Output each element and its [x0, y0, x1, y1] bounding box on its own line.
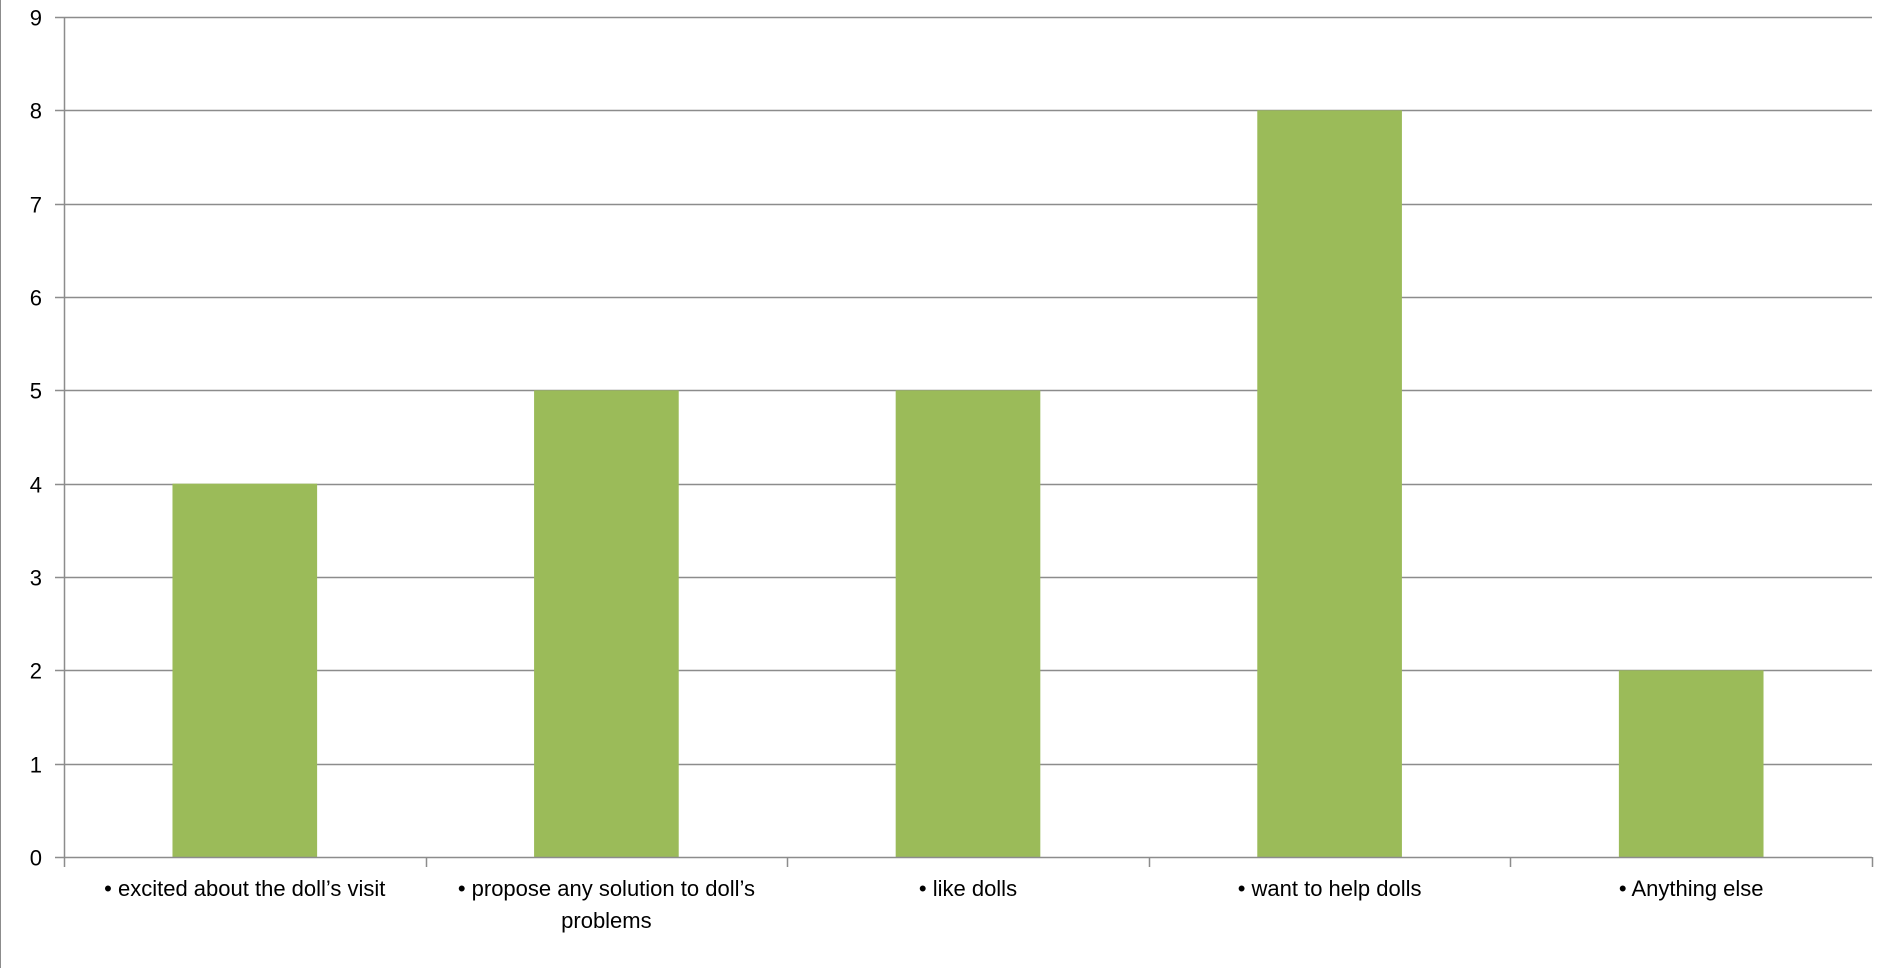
y-tick-label-2: 2 [30, 659, 42, 684]
bar-1 [172, 483, 318, 857]
y-tick-label-4: 4 [30, 473, 42, 498]
x-category-label-4: • want to help dolls [1237, 876, 1422, 901]
y-tick-label-5: 5 [30, 379, 42, 404]
bar-4 [1257, 110, 1402, 858]
y-tick-label-9: 9 [30, 6, 42, 31]
x-category-label-3: • like dolls [918, 876, 1018, 901]
y-tick-label-0: 0 [30, 846, 42, 871]
y-tick-label-3: 3 [30, 566, 42, 591]
bar-3 [895, 390, 1041, 857]
x-category-label-1: • excited about the doll’s visit [104, 876, 386, 901]
y-tick-label-6: 6 [30, 286, 42, 311]
bars [172, 110, 1764, 858]
y-tick-label-1: 1 [30, 753, 42, 778]
axes [55, 16, 1874, 867]
y-tick-label-8: 8 [30, 99, 42, 124]
bar-2 [534, 390, 679, 857]
x-category-label-2: • propose any solution to doll’s problem… [457, 876, 755, 933]
y-tick-labels: 0 1 2 3 4 5 6 7 8 9 [30, 6, 42, 871]
x-category-label-5: • Anything else [1618, 876, 1764, 901]
bar-5 [1618, 670, 1764, 857]
y-tick-label-7: 7 [30, 193, 42, 218]
